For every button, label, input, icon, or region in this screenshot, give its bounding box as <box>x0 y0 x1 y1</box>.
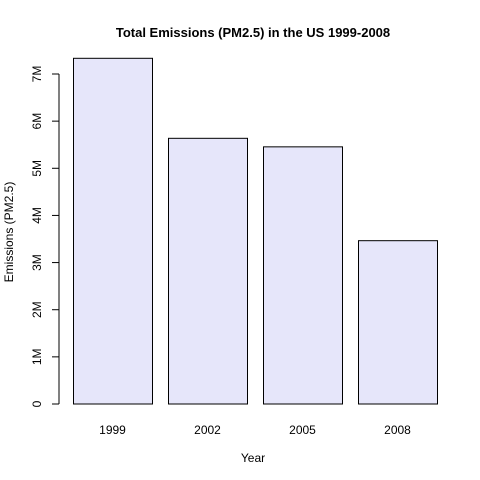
y-tick-label: 3M <box>30 254 44 271</box>
y-tick-label: 5M <box>30 160 44 177</box>
x-tick-label: 2008 <box>384 423 411 437</box>
x-tick-label: 2002 <box>194 423 221 437</box>
y-axis-label: Emissions (PM2.5) <box>2 182 16 283</box>
chart-title: Total Emissions (PM2.5) in the US 1999-2… <box>116 25 390 40</box>
y-tick-label: 0 <box>30 400 44 407</box>
bar-2005 <box>263 146 343 405</box>
bar-1999 <box>73 57 153 405</box>
y-tick-label: 4M <box>30 207 44 224</box>
bar-2002 <box>168 137 248 405</box>
x-tick-labels: 1999 2002 2005 2008 <box>99 423 411 437</box>
x-tick-label: 2005 <box>289 423 316 437</box>
bars-group <box>73 57 438 405</box>
y-tick-label: 7M <box>30 66 44 83</box>
y-axis: 0 1M 2M 3M 4M 5M 6M 7M <box>30 66 60 407</box>
bar-2008 <box>358 240 438 405</box>
y-tick-label: 6M <box>30 113 44 130</box>
x-tick-label: 1999 <box>99 423 126 437</box>
x-axis-label: Year <box>241 451 265 465</box>
y-tick-label: 2M <box>30 301 44 318</box>
y-tick-label: 1M <box>30 349 44 366</box>
